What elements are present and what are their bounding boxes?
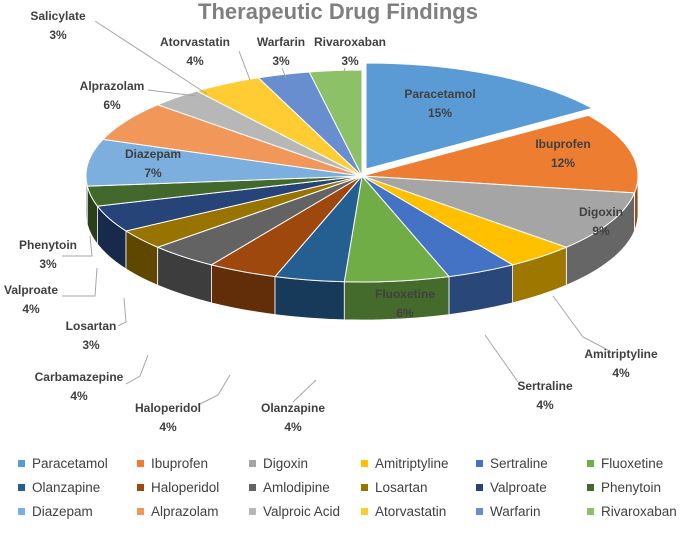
slice-side-olanzapine [274, 276, 345, 321]
data-label-rivaroxaban: Rivaroxaban 3% [314, 35, 386, 68]
legend-item-warfarin: Warfarin [476, 502, 587, 520]
legend-swatch [249, 507, 256, 515]
legend-label: Diazepam [32, 503, 93, 519]
leader-line [281, 67, 287, 79]
legend-swatch [361, 507, 368, 515]
legend-item-digoxin: Digoxin [249, 454, 361, 472]
legend-label: Digoxin [263, 455, 309, 471]
data-label-valproate: Valproate 4% [4, 283, 58, 316]
chart-title: Therapeutic Drug Findings [198, 0, 478, 24]
legend-item-paracetamol: Paracetamol [18, 454, 137, 472]
pie-slices [85, 62, 639, 321]
legend-swatch [476, 507, 483, 515]
legend-swatch [18, 459, 25, 467]
data-label-amitriptyline: Amitriptyline 4% [584, 347, 658, 380]
data-label-alprazolam: Alprazolam 6% [80, 79, 145, 112]
legend-label: Rivaroxaban [601, 503, 677, 519]
legend-swatch [587, 507, 594, 515]
legend-swatch [587, 483, 594, 491]
legend-label: Sertraline [490, 455, 548, 471]
legend-item-ibuprofen: Ibuprofen [137, 454, 249, 472]
data-labels: Paracetamol 15% Ibuprofen 12% Digoxin 9% Amitr… [4, 9, 658, 434]
legend-label: Amlodipine [263, 479, 330, 495]
leader-line [117, 297, 127, 327]
leader-line [62, 267, 98, 297]
leader-line [62, 235, 93, 257]
legend-label: Fluoxetine [601, 455, 664, 471]
legend-swatch [587, 459, 594, 467]
leader-line [94, 20, 208, 95]
data-label-carbamazepine: Carbamazepine 4% [35, 370, 124, 403]
legend-label: Phenytoin [601, 479, 662, 495]
slice-diazepam [85, 138, 363, 187]
legend-item-amlodipine: Amlodipine [249, 478, 361, 496]
legend-swatch [476, 459, 483, 467]
slice-paracetamol [365, 62, 594, 170]
leader-line [343, 67, 346, 73]
legend-swatch [361, 483, 368, 491]
chart-legend: Paracetamol Ibuprofen Digoxin Amitriptyline… [18, 454, 683, 520]
data-label-paracetamol: Paracetamol 15% [404, 87, 475, 120]
data-label-warfarin: Warfarin 3% [257, 35, 305, 68]
legend-item-losartan: Losartan [361, 478, 476, 496]
leader-line [552, 295, 609, 351]
legend-swatch [137, 507, 144, 515]
leader-line [238, 50, 251, 81]
legend-label: Ibuprofen [151, 455, 209, 471]
data-label-diazepam: Diazepam 7% [125, 147, 181, 180]
legend-label: Warfarin [490, 503, 541, 519]
legend-item-diazepam: Diazepam [18, 502, 137, 520]
leader-line [292, 379, 317, 403]
legend-label: Paracetamol [32, 455, 108, 471]
legend-item-haloperidol: Haloperidol [137, 478, 249, 496]
leader-line [147, 89, 197, 97]
legend-item-phenytoin: Phenytoin [587, 478, 683, 496]
legend-swatch [249, 483, 256, 491]
legend-swatch [476, 483, 483, 491]
legend-swatch [361, 459, 368, 467]
legend-swatch [249, 459, 256, 467]
leader-line [125, 354, 149, 385]
legend-item-sertraline: Sertraline [476, 454, 587, 472]
leader-line [484, 334, 519, 383]
data-label-ibuprofen: Ibuprofen 12% [535, 137, 590, 170]
legend-swatch [137, 483, 144, 491]
legend-item-rivaroxaban: Rivaroxaban [587, 502, 683, 520]
legend-label: Atorvastatin [375, 503, 447, 519]
data-label-sertraline: Sertraline 4% [517, 379, 573, 412]
legend-label: Alprazolam [151, 503, 219, 519]
legend-item-olanzapine: Olanzapine [18, 478, 137, 496]
legend-label: Losartan [375, 479, 428, 495]
slice-rivaroxaban [308, 69, 363, 177]
legend-label: Valproate [490, 479, 547, 495]
legend-label: Haloperidol [151, 479, 220, 495]
legend-swatch [18, 507, 25, 515]
slice-digoxin [361, 175, 636, 248]
data-label-digoxin: Digoxin 9% [579, 205, 623, 238]
legend-swatch [18, 483, 25, 491]
data-label-salicylate: Salicylate 3% [30, 9, 86, 42]
legend-item-atorvastatin: Atorvastatin [361, 502, 476, 520]
leader-line [197, 374, 231, 406]
legend-swatch [137, 459, 144, 467]
legend-label: Olanzapine [32, 479, 101, 495]
leader-lines [62, 20, 609, 406]
data-label-phenytoin: Phenytoin 3% [19, 238, 77, 271]
legend-item-amitriptyline: Amitriptyline [361, 454, 476, 472]
data-label-losartan: Losartan 3% [66, 319, 117, 352]
legend-item-fluoxetine: Fluoxetine [587, 454, 683, 472]
slice-ibuprofen [361, 114, 639, 194]
data-label-olanzapine: Olanzapine 4% [261, 401, 325, 434]
data-label-haloperidol: Haloperidol 4% [135, 401, 201, 434]
legend-item-valproate: Valproate [476, 478, 587, 496]
legend-item-alprazolam: Alprazolam [137, 502, 249, 520]
legend-label: Valproic Acid [263, 503, 341, 519]
legend-item-valproic-acid: Valproic Acid [249, 502, 361, 520]
legend-label: Amitriptyline [375, 455, 449, 471]
data-label-atorvastatin: Atorvastatin 4% [160, 35, 230, 68]
data-label-fluoxetine: Fluoxetine 6% [375, 287, 435, 320]
